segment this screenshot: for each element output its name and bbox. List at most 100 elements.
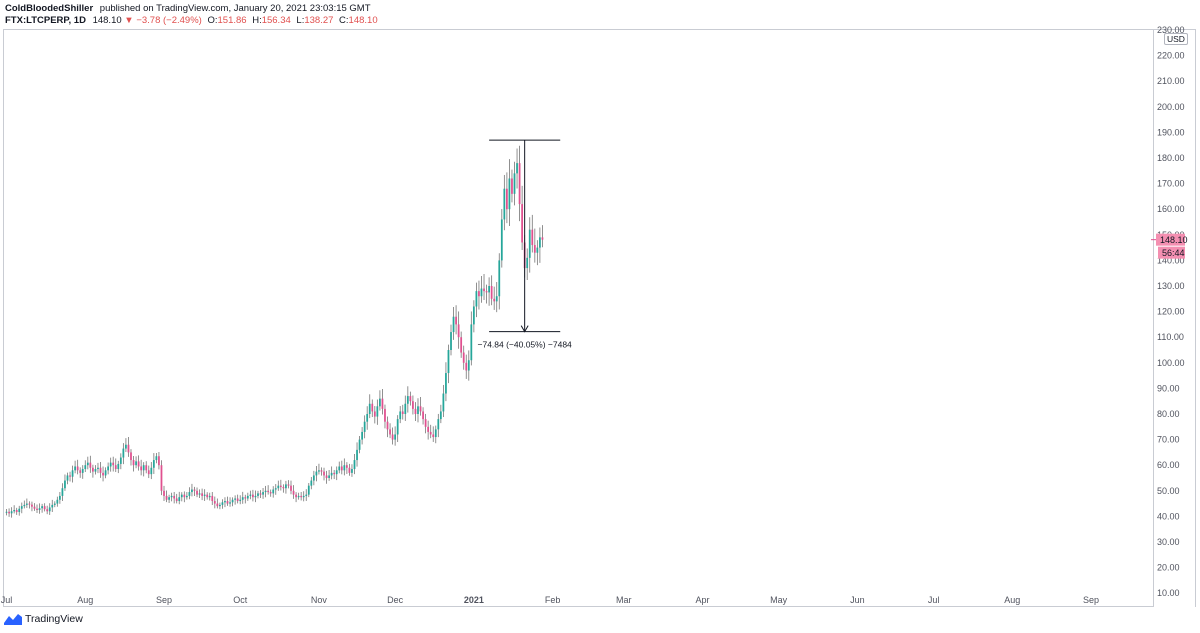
candle-body [114,465,117,470]
candle-body [516,163,518,174]
candle-body [38,508,41,510]
candle-body [218,504,221,507]
candle-body [221,502,224,505]
candle-body [196,490,198,495]
candle-body [340,466,343,471]
candle-body [208,495,211,498]
candle-body [252,494,254,498]
candle-body [178,497,181,502]
candle-body [175,498,178,502]
candle-body [297,495,300,498]
x-tick-label: Sep [1083,595,1099,605]
candle-body [427,426,430,432]
high-value: 156.34 [261,15,291,26]
candle-body [500,219,503,261]
candle-body [488,286,490,293]
author-name[interactable]: ColdBloodedShiller [5,3,94,14]
candle-body [287,484,290,486]
open-value: 151.86 [217,15,247,26]
price-change: −3.78 (−2.49%) [136,15,202,26]
symbol-label[interactable]: FTX:LTCPERP, 1D [5,15,86,26]
currency-badge[interactable]: USD [1164,33,1188,45]
candle-body [353,460,356,470]
candle-body [490,286,493,299]
x-tick-label: Jun [850,595,865,605]
candle-body [104,470,107,476]
candle-body [33,506,36,509]
candle-body [274,488,277,490]
x-tick-label: Aug [1004,595,1020,605]
candle-body [366,414,369,422]
candle-body [81,469,84,473]
candle-body [41,506,43,509]
candle-body [211,495,214,502]
x-tick-label: 2021 [464,595,484,605]
candle-body [53,503,56,505]
x-axis-labels: Jul Aug Sep Oct Nov Dec 2021 Feb Mar Apr May Jun Jul… [1,595,1099,605]
candle-body [163,490,165,496]
candle-body [533,245,536,253]
candle-body [412,401,414,409]
candle-body [97,467,99,470]
candle-body [262,492,264,495]
candle-body [434,429,437,438]
y-tick-label: 100.00 [1157,358,1185,368]
candle-body [401,411,404,414]
candle-body [79,470,82,473]
candle-body [137,461,140,467]
candle-body [117,463,120,470]
candle-body [259,493,262,495]
candle-body [8,511,10,514]
y-axis-labels: 10.00 20.00 30.00 40.00 50.00 60.00 70.00 80.00… [1157,25,1185,598]
y-tick-label: 10.00 [1157,588,1180,598]
candle-body [338,466,341,471]
candle-body [198,493,201,495]
candle-body [119,457,122,464]
down-triangle-icon: ▼ [124,15,134,26]
candle-body [272,489,275,494]
close-value: 148.10 [348,15,378,26]
candle-body [536,247,539,253]
x-tick-label: Jul [1,595,13,605]
candle-body [465,362,468,371]
candle-body [158,456,160,466]
candle-body [439,411,442,420]
candle-body [417,406,419,414]
y-tick-label: 190.00 [1157,127,1185,137]
candle-body [279,485,282,487]
candle-body [231,499,234,503]
candle-body [391,434,394,440]
candle-body [127,444,130,453]
candle-body [315,471,318,476]
chart-pane[interactable] [3,29,1154,607]
candle-body [343,465,346,471]
candle-body [86,462,89,466]
x-tick-label: May [770,595,788,605]
candle-body [241,497,244,500]
price-axis[interactable] [1154,29,1196,607]
candle-body [335,470,338,475]
candle-body [503,188,506,220]
brand-name: TradingView [25,613,83,625]
candle-body [150,467,153,475]
candle-body [170,495,173,498]
candle-body [267,490,270,493]
candle-body [495,296,498,302]
candle-body [69,475,71,477]
candle-body [478,291,480,297]
y-tick-label: 230.00 [1157,25,1185,35]
candle-body [188,492,191,496]
candle-body [36,508,38,510]
candle-body [64,480,66,489]
candle-body [102,472,104,476]
candle-body [295,494,297,498]
publisher-line: ColdBloodedShiller published on TradingV… [5,3,371,14]
candle-body [513,173,516,194]
candle-body [168,497,170,500]
candle-body [244,497,247,499]
y-tick-label: 170.00 [1157,179,1185,189]
candle-body [234,498,237,500]
candle-body [455,316,457,325]
tradingview-logo-icon [4,614,22,625]
